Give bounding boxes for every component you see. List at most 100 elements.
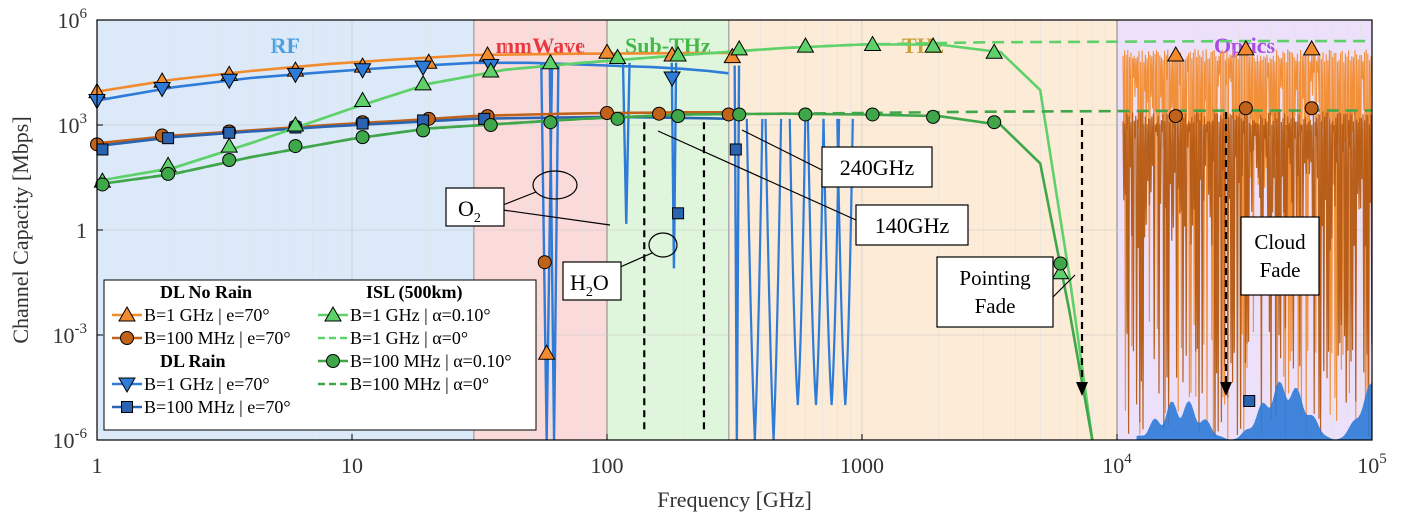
- marker-circle: [120, 331, 134, 345]
- x-tick-base: 10: [1102, 453, 1124, 478]
- marker-circle: [95, 177, 110, 192]
- marker-triangle-up: [608, 48, 627, 64]
- legend-entry: B=1 GHz | e=70°: [144, 305, 270, 325]
- marker-square: [1243, 395, 1256, 408]
- marker-circle: [543, 115, 558, 130]
- marker-square: [162, 132, 175, 145]
- y-tick-label: 10-6: [53, 426, 88, 453]
- marker-triangle-up: [220, 137, 239, 153]
- y-axis-label: Channel Capacity [Mbps]: [8, 116, 33, 343]
- marker-square: [729, 143, 742, 156]
- 140ghz-box: [855, 204, 969, 246]
- marker-circle: [355, 130, 370, 145]
- marker-circle: [600, 106, 614, 121]
- marker-square: [672, 207, 685, 220]
- callout-line: [657, 130, 857, 221]
- legend-entry: B=100 MHz | α=0°: [350, 374, 489, 394]
- marker-triangle-up: [730, 39, 749, 56]
- x-tick-label: 104: [1102, 451, 1132, 478]
- 240ghz-box: [821, 146, 933, 188]
- callout-line: [1051, 274, 1076, 299]
- series-line: [96, 51, 729, 93]
- legend-group-title: DL Rain: [160, 351, 226, 371]
- marker-triangle-up: [541, 53, 560, 70]
- cloud-fade-label: Cloud: [1254, 230, 1306, 254]
- marker-triangle-down: [663, 71, 681, 88]
- marker-square: [121, 401, 133, 413]
- marker-triangle-up: [414, 74, 432, 91]
- o2-sub: 2: [474, 211, 481, 226]
- marker-circle: [1304, 101, 1319, 116]
- legend-entry: B=1 GHz | e=70°: [144, 374, 270, 394]
- x-tick-exp: 4: [1124, 451, 1132, 467]
- marker-triangle-up: [1236, 39, 1255, 56]
- marker-triangle-up: [598, 43, 616, 59]
- o2-box: [445, 187, 505, 227]
- absorption-band: [806, 118, 825, 406]
- marker-triangle-up: [1166, 45, 1185, 62]
- legend: DL No Rain B=1 GHz | e=70° B=100 MHz | e=7…: [103, 279, 537, 431]
- marker-circle: [161, 166, 176, 181]
- marker-triangle-up: [723, 47, 742, 64]
- marker-circle: [671, 109, 686, 124]
- marker-circle: [1053, 256, 1068, 271]
- marker-triangle-down: [118, 377, 136, 394]
- marker-circle: [610, 111, 625, 126]
- x-tick-label: 1000: [840, 453, 884, 478]
- band-label: RF: [271, 33, 300, 58]
- series-markers: [88, 35, 1321, 408]
- pointing-fade-box: [936, 256, 1054, 328]
- absorption-band: [836, 118, 854, 406]
- marker-circle: [926, 109, 941, 124]
- x-axis-ticks: 1 10 100 1000 104 105: [92, 434, 1387, 478]
- marker-triangle-up: [1051, 263, 1070, 280]
- pointing-arrowhead: [1076, 382, 1088, 396]
- marker-triangle-up: [669, 45, 687, 62]
- marker-triangle-up: [924, 37, 942, 53]
- y-tick-base: 10: [53, 428, 75, 453]
- legend-entry: B=100 MHz | e=70°: [144, 328, 291, 348]
- y-tick-label: 10-3: [53, 321, 88, 348]
- marker-triangle-up: [796, 37, 815, 53]
- series-line: [96, 61, 729, 102]
- legend-entry: B=100 MHz | e=70°: [144, 397, 291, 417]
- 240ghz-label: 240GHz: [840, 155, 915, 180]
- marker-triangle-up: [118, 305, 136, 322]
- marker-circle: [652, 106, 667, 121]
- marker-triangle-down: [353, 63, 372, 79]
- h2o-sub: 2: [586, 285, 593, 300]
- legend-entry: B=1 GHz | α=0.10°: [350, 305, 491, 325]
- o2-ellipse: [532, 170, 578, 200]
- y-tick-exp: 6: [80, 6, 88, 22]
- legend-entry: B=1 GHz | α=0°: [350, 328, 468, 348]
- y-tick-exp: 3: [80, 111, 88, 127]
- legend-group-title: ISL (500km): [366, 282, 463, 303]
- marker-triangle-up: [985, 43, 1004, 59]
- y-tick-label: 103: [58, 111, 88, 138]
- callout-line: [617, 252, 653, 269]
- marker-circle: [865, 107, 880, 122]
- absorption-band: [822, 118, 841, 406]
- x-tick-label: 100: [591, 453, 624, 478]
- marker-triangle-up: [863, 35, 882, 51]
- y-tick-base: 10: [53, 323, 75, 348]
- marker-square: [96, 143, 109, 156]
- y-tick-label: 1: [76, 218, 87, 243]
- x-axis-label: Frequency [GHz]: [657, 487, 812, 512]
- marker-circle: [537, 255, 552, 270]
- marker-circle: [416, 123, 431, 138]
- marker-circle: [987, 115, 1002, 130]
- marker-circle: [798, 107, 813, 122]
- h2o-ellipse: [648, 232, 678, 258]
- marker-triangle-up: [286, 115, 305, 132]
- marker-triangle-down: [286, 67, 305, 84]
- legend-group-title: DL No Rain: [160, 282, 252, 302]
- x-tick-base: 10: [1357, 453, 1379, 478]
- marker-triangle-up: [537, 344, 556, 360]
- marker-circle: [222, 153, 237, 167]
- pointing-fade-label: Pointing: [959, 266, 1031, 290]
- marker-square: [356, 117, 369, 130]
- callout-line: [741, 129, 823, 171]
